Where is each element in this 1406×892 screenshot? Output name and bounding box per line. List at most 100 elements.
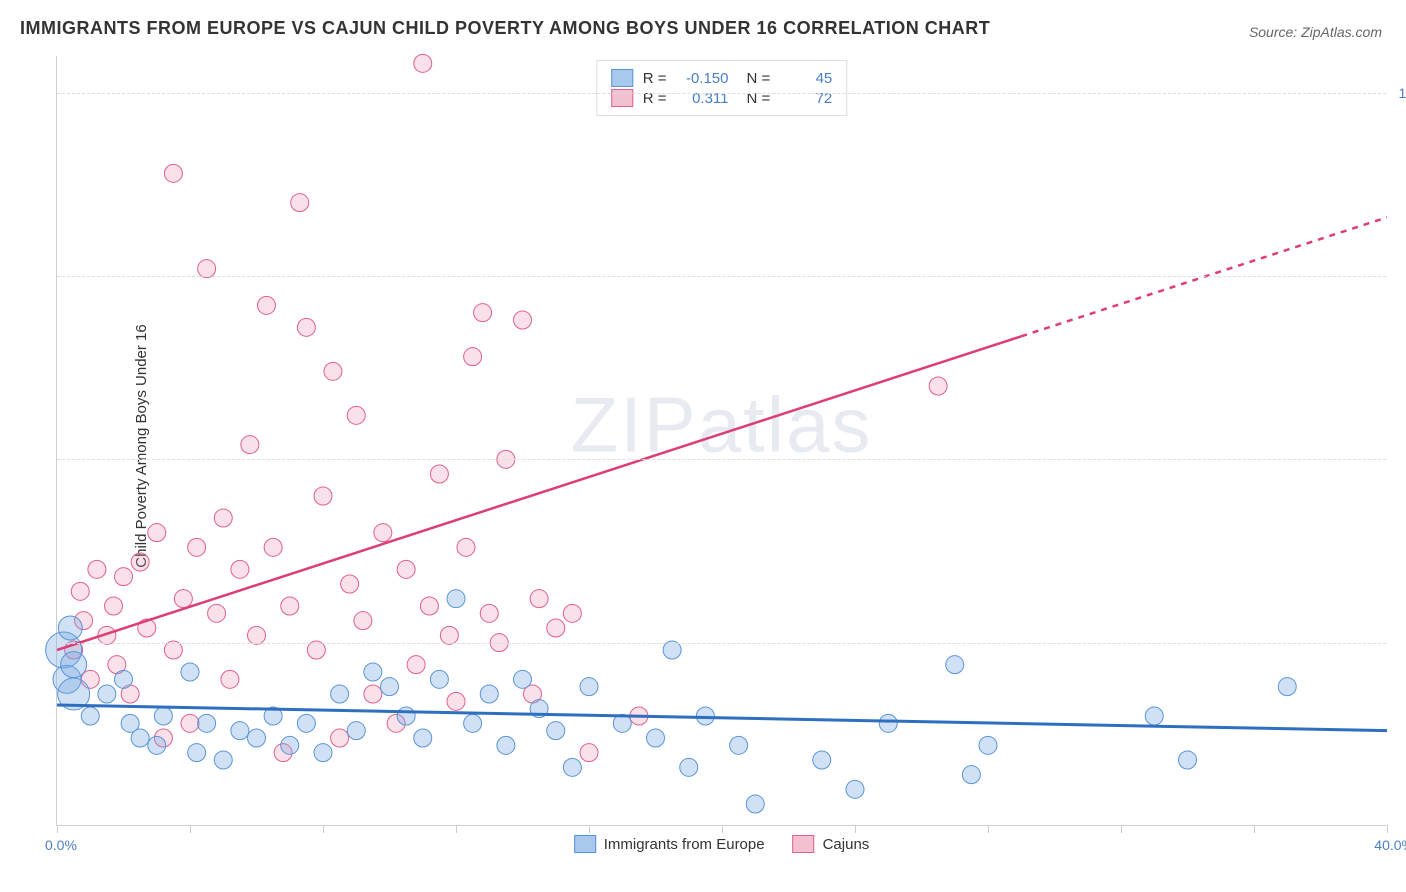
- point-europe: [979, 736, 997, 754]
- point-cajun: [257, 296, 275, 314]
- point-europe: [563, 758, 581, 776]
- point-europe: [115, 670, 133, 688]
- point-europe: [680, 758, 698, 776]
- point-cajun: [248, 626, 266, 644]
- point-europe: [314, 744, 332, 762]
- gridline-h: [57, 459, 1386, 460]
- point-europe: [547, 722, 565, 740]
- point-cajun: [241, 436, 259, 454]
- point-cajun: [514, 311, 532, 329]
- point-europe: [746, 795, 764, 813]
- legend-label: Immigrants from Europe: [604, 836, 765, 853]
- point-cajun: [221, 670, 239, 688]
- point-europe: [331, 685, 349, 703]
- point-cajun: [397, 560, 415, 578]
- point-cajun: [208, 604, 226, 622]
- y-tick-label: 100.0%: [1399, 85, 1406, 101]
- point-europe: [464, 714, 482, 732]
- plot-svg: [57, 56, 1386, 825]
- point-cajun: [474, 304, 492, 322]
- point-europe: [81, 707, 99, 725]
- point-europe: [364, 663, 382, 681]
- x-tick: [323, 825, 324, 833]
- point-cajun: [314, 487, 332, 505]
- trend-line: [57, 705, 1387, 731]
- series-legend: Immigrants from Europe Cajuns: [574, 835, 870, 853]
- point-cajun: [281, 597, 299, 615]
- point-europe: [497, 736, 515, 754]
- point-europe: [297, 714, 315, 732]
- point-cajun: [364, 685, 382, 703]
- point-cajun: [71, 582, 89, 600]
- point-europe: [181, 663, 199, 681]
- point-cajun: [115, 568, 133, 586]
- point-europe: [447, 590, 465, 608]
- point-europe: [647, 729, 665, 747]
- point-europe: [131, 729, 149, 747]
- legend-label: Cajuns: [823, 836, 870, 853]
- point-europe: [281, 736, 299, 754]
- point-cajun: [198, 260, 216, 278]
- point-cajun: [414, 54, 432, 72]
- point-europe: [381, 678, 399, 696]
- gridline-h: [57, 93, 1386, 94]
- gridline-h: [57, 643, 1386, 644]
- point-cajun: [464, 348, 482, 366]
- point-europe: [480, 685, 498, 703]
- point-cajun: [580, 744, 598, 762]
- gridline-h: [57, 276, 1386, 277]
- x-axis-min-label: 0.0%: [45, 837, 77, 853]
- x-tick: [456, 825, 457, 833]
- point-europe: [248, 729, 266, 747]
- point-cajun: [148, 524, 166, 542]
- legend-item: Cajuns: [793, 835, 870, 853]
- x-tick: [589, 825, 590, 833]
- point-cajun: [407, 656, 425, 674]
- point-europe: [154, 707, 172, 725]
- x-tick: [988, 825, 989, 833]
- point-cajun: [164, 164, 182, 182]
- x-tick: [1387, 825, 1388, 833]
- point-europe: [730, 736, 748, 754]
- point-cajun: [174, 590, 192, 608]
- chart-title: IMMIGRANTS FROM EUROPE VS CAJUN CHILD PO…: [20, 18, 990, 39]
- plot-area: ZIPatlas R =-0.150N =45R =0.311N =72 0.0…: [56, 56, 1386, 826]
- point-cajun: [929, 377, 947, 395]
- point-cajun: [307, 641, 325, 659]
- point-europe: [58, 616, 82, 640]
- point-europe: [813, 751, 831, 769]
- point-europe: [580, 678, 598, 696]
- x-tick: [1121, 825, 1122, 833]
- point-europe: [198, 714, 216, 732]
- point-cajun: [440, 626, 458, 644]
- point-europe: [231, 722, 249, 740]
- point-europe: [347, 722, 365, 740]
- point-europe: [397, 707, 415, 725]
- point-cajun: [420, 597, 438, 615]
- point-europe: [188, 744, 206, 762]
- legend-item: Immigrants from Europe: [574, 835, 765, 853]
- point-cajun: [291, 194, 309, 212]
- point-cajun: [231, 560, 249, 578]
- x-tick: [722, 825, 723, 833]
- point-cajun: [563, 604, 581, 622]
- point-cajun: [181, 714, 199, 732]
- point-europe: [430, 670, 448, 688]
- point-europe: [514, 670, 532, 688]
- x-axis-max-label: 40.0%: [1374, 837, 1406, 853]
- point-cajun: [341, 575, 359, 593]
- point-europe: [414, 729, 432, 747]
- x-tick: [190, 825, 191, 833]
- x-tick: [855, 825, 856, 833]
- point-cajun: [105, 597, 123, 615]
- point-cajun: [131, 553, 149, 571]
- point-cajun: [374, 524, 392, 542]
- point-europe: [1179, 751, 1197, 769]
- point-cajun: [264, 538, 282, 556]
- point-cajun: [480, 604, 498, 622]
- point-cajun: [347, 406, 365, 424]
- x-tick: [1254, 825, 1255, 833]
- point-europe: [148, 736, 166, 754]
- point-cajun: [547, 619, 565, 637]
- point-cajun: [331, 729, 349, 747]
